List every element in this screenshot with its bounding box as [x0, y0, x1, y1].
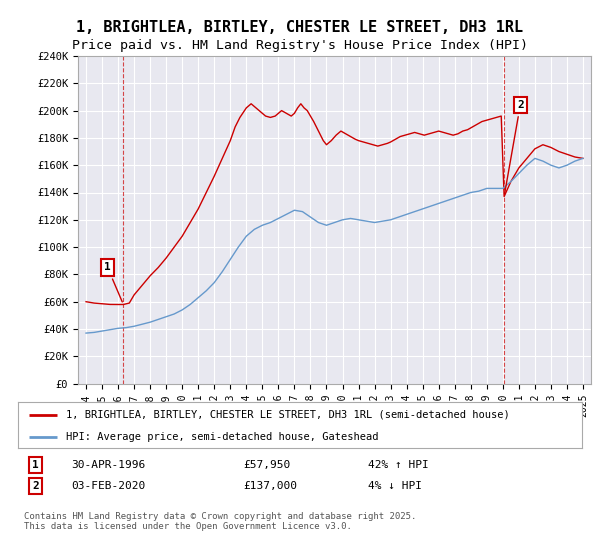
- Text: 42% ↑ HPI: 42% ↑ HPI: [368, 460, 428, 470]
- Text: 2: 2: [32, 481, 39, 491]
- Text: 1, BRIGHTLEA, BIRTLEY, CHESTER LE STREET, DH3 1RL (semi-detached house): 1, BRIGHTLEA, BIRTLEY, CHESTER LE STREET…: [66, 410, 509, 420]
- Text: £137,000: £137,000: [244, 481, 298, 491]
- Text: 30-APR-1996: 30-APR-1996: [71, 460, 146, 470]
- Text: 1, BRIGHTLEA, BIRTLEY, CHESTER LE STREET, DH3 1RL: 1, BRIGHTLEA, BIRTLEY, CHESTER LE STREET…: [76, 20, 524, 35]
- Text: 4% ↓ HPI: 4% ↓ HPI: [368, 481, 422, 491]
- Text: HPI: Average price, semi-detached house, Gateshead: HPI: Average price, semi-detached house,…: [66, 432, 379, 441]
- Text: 1: 1: [32, 460, 39, 470]
- Text: 2: 2: [505, 100, 524, 194]
- Text: 1: 1: [104, 263, 122, 302]
- Text: Contains HM Land Registry data © Crown copyright and database right 2025.
This d: Contains HM Land Registry data © Crown c…: [23, 512, 416, 531]
- Text: Price paid vs. HM Land Registry's House Price Index (HPI): Price paid vs. HM Land Registry's House …: [72, 39, 528, 52]
- Text: £57,950: £57,950: [244, 460, 291, 470]
- Text: 03-FEB-2020: 03-FEB-2020: [71, 481, 146, 491]
